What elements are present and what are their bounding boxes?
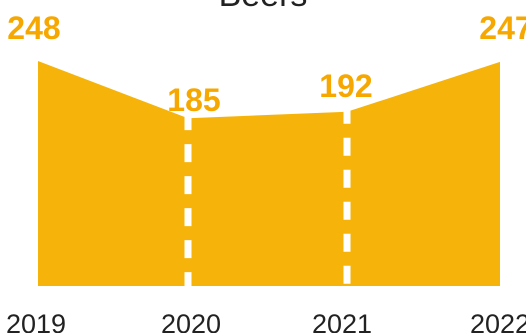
divider-layer <box>184 105 351 286</box>
x-tick-layer: 2019 2020 2021 2022 <box>6 309 526 333</box>
data-label-2019: 248 <box>7 10 60 46</box>
data-label-2020: 185 <box>167 82 220 118</box>
data-label-2022: 247 <box>479 10 526 46</box>
data-label-layer: 248 185 192 247 <box>7 10 526 118</box>
data-label-2021: 192 <box>319 68 372 104</box>
area-layer <box>38 61 500 286</box>
area-fill <box>38 61 500 286</box>
x-tick-2020: 2020 <box>161 309 221 333</box>
chart-title: Beers <box>219 0 308 14</box>
x-tick-2022: 2022 <box>470 309 526 333</box>
x-tick-2021: 2021 <box>312 309 372 333</box>
x-tick-2019: 2019 <box>6 309 66 333</box>
